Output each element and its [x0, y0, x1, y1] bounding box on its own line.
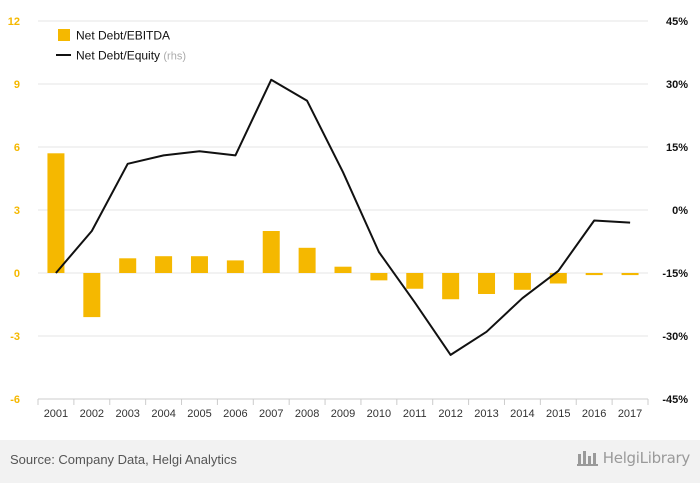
- x-axis-tick-label: 2017: [618, 408, 642, 420]
- legend-label-net-debt-ebitda: Net Debt/EBITDA: [76, 29, 170, 43]
- bar-2017: [621, 273, 639, 276]
- left-axis-tick-label: -3: [10, 331, 20, 343]
- building-icon: [576, 451, 598, 466]
- x-axis-tick-label: 2016: [582, 408, 606, 420]
- right-axis-tick-label: 15%: [666, 142, 688, 154]
- left-axis-tick-label: 0: [14, 268, 20, 280]
- legend-label-net-debt-equity: Net Debt/Equity (rhs): [76, 49, 186, 63]
- left-axis-tick-label: -6: [10, 394, 20, 406]
- x-axis-tick-label: 2004: [151, 408, 175, 420]
- x-axis-tick-label: 2012: [438, 408, 462, 420]
- x-axis-tick-label: 2002: [80, 408, 104, 420]
- legend-swatch-bar: [58, 29, 70, 41]
- x-axis-tick-label: 2005: [187, 408, 211, 420]
- bar-2015: [549, 273, 567, 284]
- bar-2008: [298, 247, 316, 273]
- x-axis-tick-label: 2014: [510, 408, 534, 420]
- bar-2012: [442, 273, 460, 300]
- left-axis-tick-label: 6: [14, 142, 20, 154]
- x-axis-tick-label: 2011: [403, 408, 427, 420]
- bar-2001: [47, 153, 65, 273]
- bar-2007: [262, 231, 280, 273]
- left-axis-tick-label: 3: [14, 205, 20, 217]
- bar-2005: [190, 256, 208, 273]
- right-axis-tick-label: 45%: [666, 16, 688, 28]
- right-axis-tick-label: -15%: [662, 268, 688, 280]
- bar-2006: [226, 260, 244, 273]
- right-axis-tick-label: 0%: [672, 205, 688, 217]
- left-axis-tick-label: 12: [8, 16, 20, 28]
- footer: Source: Company Data, Helgi Analytics He…: [0, 440, 700, 483]
- x-axis-tick-label: 2001: [44, 408, 68, 420]
- bar-2004: [155, 256, 173, 273]
- x-axis-tick-label: 2013: [474, 408, 498, 420]
- helgi-library-logo: HelgiLibrary: [576, 449, 691, 467]
- bar-2014: [513, 273, 531, 290]
- x-axis-tick-label: 2007: [259, 408, 283, 420]
- bar-2003: [119, 258, 137, 273]
- source-text: Source: Company Data, Helgi Analytics: [10, 452, 237, 467]
- chart-area: 12 9 6 3 0 -3 -6 45% 30% 15% 0% -15% -30% -45% 2001 200…: [8, 16, 688, 420]
- combo-chart: 12 9 6 3 0 -3 -6 45% 30% 15% 0% -15% -30% -45% 2001 200…: [8, 16, 688, 420]
- bar-2013: [478, 273, 496, 294]
- line-net-debt-equity: [55, 78, 631, 356]
- x-axis-tick-label: 2009: [331, 408, 355, 420]
- x-axis-tick-label: 2006: [223, 408, 247, 420]
- bar-2002: [83, 273, 101, 318]
- right-axis-tick-label: -30%: [662, 331, 688, 343]
- bar-2010: [370, 273, 388, 281]
- x-axis-tick-label: 2010: [367, 408, 391, 420]
- right-axis-tick-label: 30%: [666, 79, 688, 91]
- left-axis-tick-label: 9: [14, 79, 20, 91]
- x-axis-tick-label: 2015: [546, 408, 570, 420]
- x-axis-tick-label: 2008: [295, 408, 319, 420]
- right-axis-tick-label: -45%: [662, 394, 688, 406]
- bar-2011: [406, 273, 424, 289]
- logo-text: HelgiLibrary: [602, 449, 691, 467]
- bar-2009: [334, 266, 352, 273]
- x-axis-tick-label: 2003: [115, 408, 139, 420]
- bar-2016: [585, 273, 603, 276]
